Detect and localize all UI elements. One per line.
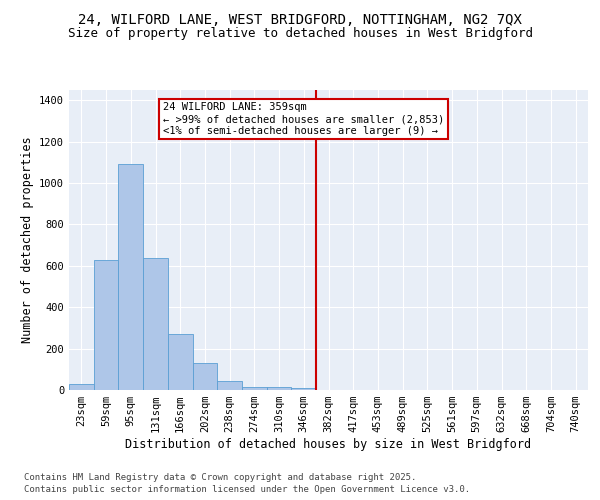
Text: 24 WILFORD LANE: 359sqm
← >99% of detached houses are smaller (2,853)
<1% of sem: 24 WILFORD LANE: 359sqm ← >99% of detach… [163,102,444,136]
Text: Size of property relative to detached houses in West Bridgford: Size of property relative to detached ho… [67,28,533,40]
Bar [168,334,193,390]
X-axis label: Distribution of detached houses by size in West Bridgford: Distribution of detached houses by size … [125,438,532,451]
Bar [217,380,242,390]
Bar [242,387,267,390]
Bar [292,388,316,390]
Bar [69,384,94,390]
Bar [143,258,168,390]
Y-axis label: Number of detached properties: Number of detached properties [20,136,34,344]
Text: Contains public sector information licensed under the Open Government Licence v3: Contains public sector information licen… [24,485,470,494]
Text: Contains HM Land Registry data © Crown copyright and database right 2025.: Contains HM Land Registry data © Crown c… [24,472,416,482]
Bar [193,363,217,390]
Bar [118,164,143,390]
Bar [267,387,292,390]
Bar [94,260,118,390]
Text: 24, WILFORD LANE, WEST BRIDGFORD, NOTTINGHAM, NG2 7QX: 24, WILFORD LANE, WEST BRIDGFORD, NOTTIN… [78,12,522,26]
